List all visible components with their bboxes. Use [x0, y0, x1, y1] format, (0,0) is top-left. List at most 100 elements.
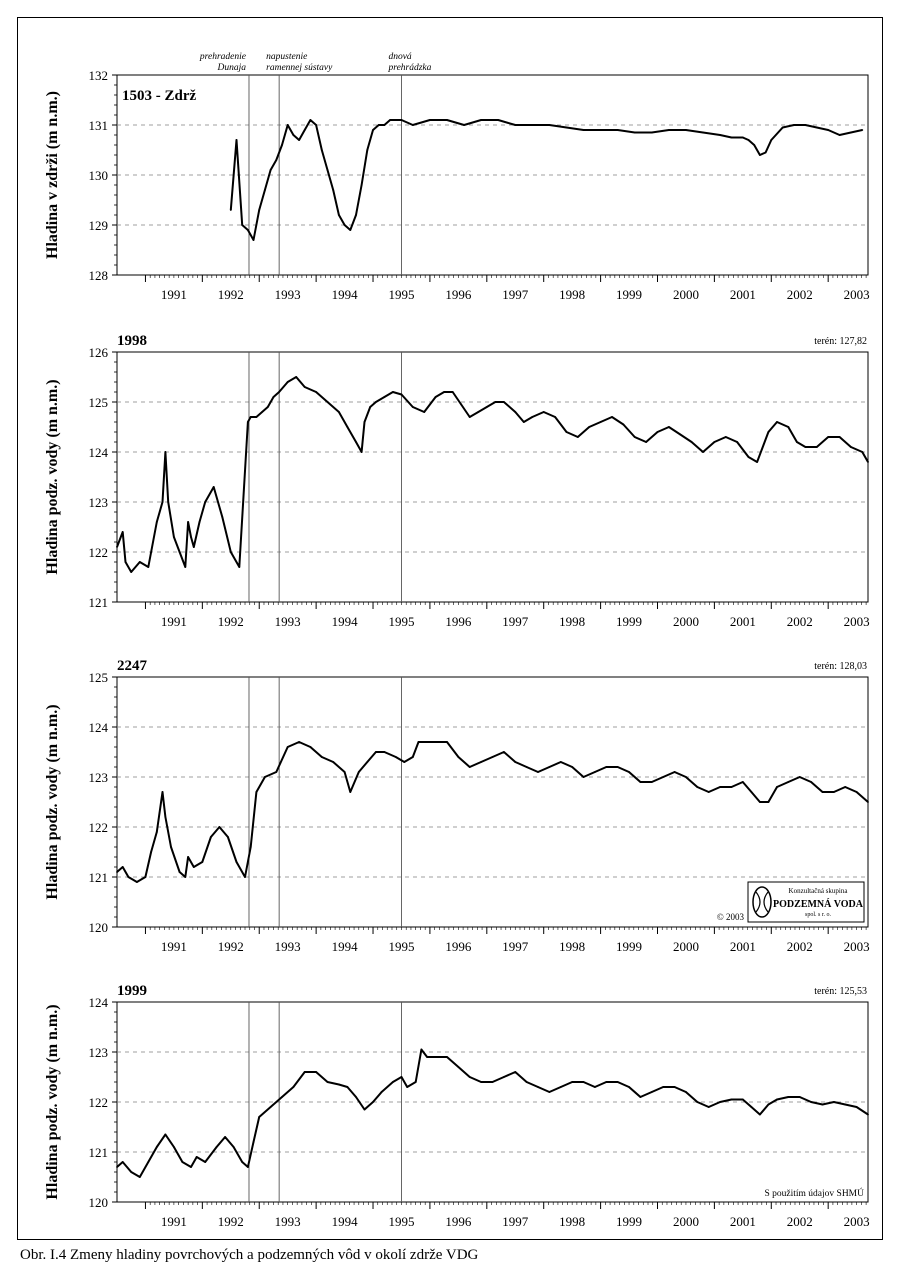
data-point — [144, 876, 147, 878]
data-point — [582, 1081, 585, 1083]
data-point — [713, 441, 716, 443]
data-point — [355, 214, 357, 216]
data-point — [548, 1091, 551, 1093]
data-point — [138, 561, 141, 563]
data-point — [187, 856, 190, 858]
chart-title: 1998 — [117, 333, 147, 349]
data-point — [491, 1081, 494, 1083]
x-tick-label: 1995 — [388, 287, 414, 302]
data-point — [867, 1113, 869, 1116]
data-point — [702, 131, 704, 134]
data-point — [650, 781, 653, 783]
data-point — [192, 866, 195, 868]
x-tick-label: 1997 — [502, 287, 529, 302]
data-point — [463, 124, 465, 126]
data-point — [741, 781, 744, 783]
event-label-line1: napustenie — [266, 52, 307, 62]
data-point — [707, 791, 710, 793]
x-tick-label: 1994 — [332, 614, 359, 629]
terrain-label: terén: 128,03 — [814, 661, 867, 672]
data-point — [639, 781, 642, 783]
data-point — [565, 126, 568, 129]
data-point — [172, 1146, 175, 1148]
data-point — [246, 229, 249, 231]
data-point — [363, 421, 366, 423]
data-point — [719, 134, 721, 136]
data-point — [485, 406, 488, 408]
data-point — [605, 1081, 608, 1083]
x-tick-label: 1994 — [332, 1214, 359, 1229]
data-point — [457, 756, 460, 758]
data-point — [756, 461, 758, 463]
data-point — [514, 1071, 517, 1073]
data-point — [446, 1056, 448, 1058]
data-point — [571, 1081, 574, 1083]
data-point — [275, 159, 278, 161]
data-point — [685, 1091, 687, 1093]
x-tick-label: 1992 — [218, 614, 244, 629]
data-point — [315, 124, 318, 126]
data-point — [184, 876, 187, 878]
data-point — [411, 756, 414, 758]
y-tick-label: 121 — [89, 870, 109, 885]
y-axis-label: Hladina podz. vody (m n.m.) — [44, 379, 61, 574]
x-tick-label: 2001 — [730, 287, 756, 302]
chart-panel-3: 120 121 122 123 124 125 1991 1992 1993 1994 1995 19… — [44, 658, 870, 954]
x-tick-label: 2000 — [673, 287, 699, 302]
data-point — [195, 1156, 198, 1158]
data-point — [258, 209, 261, 211]
y-axis-label: Hladina podz. vody (m n.m.) — [44, 704, 61, 899]
data-point — [315, 391, 318, 393]
data-point — [494, 401, 497, 403]
data-point — [650, 131, 653, 134]
data-point — [460, 403, 463, 406]
data-point — [582, 129, 585, 131]
y-tick-label: 125 — [89, 395, 109, 410]
data-point — [787, 781, 790, 783]
data-point — [514, 761, 517, 763]
company-logo: Konzultačná skupina PODZEMNÁ VODA spol. s … — [747, 881, 865, 923]
data-point — [599, 421, 602, 423]
data-point — [249, 416, 252, 418]
data-point — [673, 771, 676, 773]
data-point — [369, 406, 372, 408]
data-point — [172, 536, 175, 538]
data-point — [599, 129, 602, 131]
data-point — [372, 1101, 374, 1103]
data-point — [855, 791, 858, 793]
data-point — [776, 1098, 778, 1101]
data-point — [753, 144, 756, 146]
data-point — [861, 129, 864, 131]
series-line — [116, 1048, 869, 1178]
data-point — [281, 1096, 283, 1098]
data-point — [403, 761, 406, 763]
data-point — [480, 119, 483, 121]
data-point — [525, 1081, 528, 1083]
data-point — [383, 396, 386, 398]
data-point — [793, 124, 795, 126]
data-point — [147, 1161, 150, 1163]
data-point — [155, 831, 158, 833]
data-point — [468, 766, 471, 768]
data-point — [764, 151, 767, 154]
y-tick-label: 123 — [89, 770, 109, 785]
data-point — [542, 411, 545, 413]
y-tick-label: 123 — [89, 1045, 109, 1060]
x-tick-label: 1991 — [161, 1214, 187, 1229]
x-tick-label: 2002 — [787, 287, 813, 302]
data-point — [446, 741, 448, 743]
data-point — [286, 124, 289, 126]
y-tick-label: 124 — [89, 445, 109, 460]
data-point — [426, 1056, 428, 1058]
data-point — [827, 436, 830, 438]
y-tick-label: 132 — [89, 68, 109, 83]
data-point — [633, 436, 636, 438]
data-point — [502, 1076, 505, 1078]
series-line — [116, 741, 869, 883]
data-point — [611, 416, 613, 418]
data-point — [696, 1101, 699, 1103]
event-label-line2: ramennej sústavy — [266, 63, 333, 73]
terrain-label: terén: 125,53 — [814, 986, 867, 997]
data-point — [838, 134, 841, 136]
x-tick-label: 1999 — [616, 1214, 642, 1229]
